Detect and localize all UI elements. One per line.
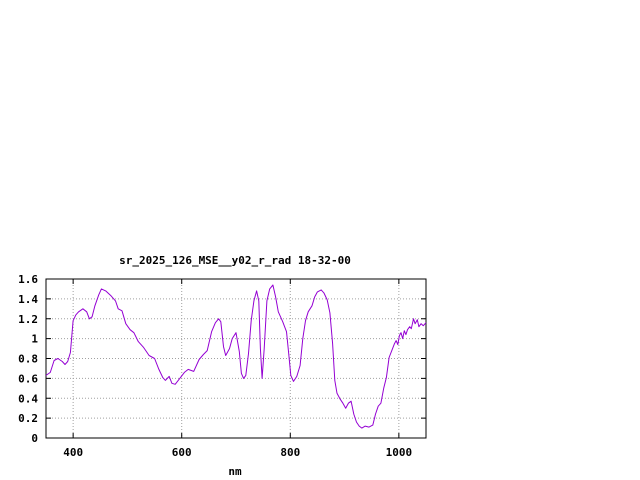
x-tick-label: 400 [63, 446, 83, 459]
y-tick-label: 1.6 [18, 273, 38, 286]
y-tick-label: 1.4 [18, 293, 38, 306]
y-tick-label: 0.6 [18, 372, 38, 385]
y-tick-label: 0 [31, 432, 38, 445]
y-tick-label: 0.4 [18, 392, 38, 405]
y-tick-label: 1.2 [18, 313, 38, 326]
chart-title: sr_2025_126_MSE__y02_r_rad 18-32-00 [119, 254, 351, 267]
plot-frame [45, 278, 427, 439]
y-tick-label: 1 [31, 333, 38, 346]
series-line [45, 284, 427, 429]
x-axis-label: nm [228, 465, 242, 478]
y-tick-label: 0.8 [18, 353, 38, 366]
x-tick-label: 600 [172, 446, 192, 459]
x-tick-label: 800 [280, 446, 300, 459]
tick-labels: 400 600 800 1000 0 0.2 0.4 0.6 0.8 1 1.2 1.4 1.6 [18, 273, 412, 459]
grid-lines [46, 279, 426, 438]
x-tick-label: 1000 [386, 446, 413, 459]
y-tick-label: 0.2 [18, 412, 38, 425]
